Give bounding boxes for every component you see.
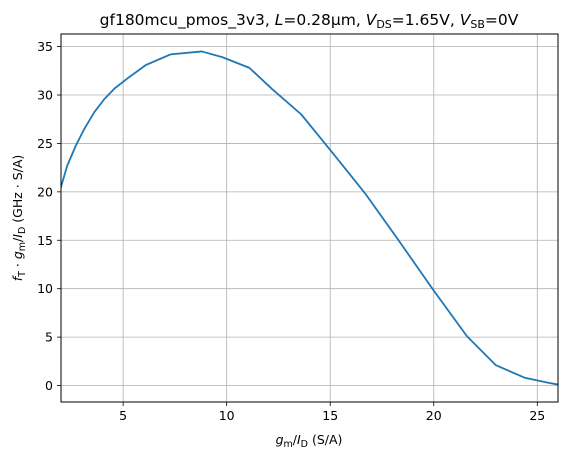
title-vsb-value: =0V — [485, 11, 519, 29]
series-layer — [61, 50, 558, 386]
xlabel-m-subscript: m — [284, 439, 293, 450]
ylabel-unit: (GHz · S/A) — [10, 155, 25, 227]
y-tick-label: 10 — [37, 281, 53, 296]
x-tick-label: 20 — [426, 408, 442, 423]
xlabel-slash: / — [293, 432, 298, 447]
ylabel-slash: / — [10, 237, 25, 242]
xlabel-g: g — [276, 432, 284, 447]
title-vds-subscript: DS — [376, 18, 391, 31]
ylabel-t-subscript: T — [17, 271, 28, 278]
y-tick-label: 30 — [37, 88, 53, 103]
ylabel-d-subscript: D — [17, 227, 28, 234]
chart-title: gf180mcu_pmos_3v3, L=0.28µm, VDS=1.65V, … — [100, 11, 519, 31]
y-tick-label: 25 — [37, 136, 53, 151]
title-device: gf180mcu_pmos_3v3, — [100, 11, 275, 30]
grid-lines — [61, 34, 558, 402]
y-tick-label: 20 — [37, 184, 53, 199]
xlabel-unit: (S/A) — [308, 432, 342, 447]
x-tick-label: 25 — [529, 408, 545, 423]
title-vsb-symbol: V — [460, 11, 472, 29]
title-vds-value: =1.65V, — [392, 11, 460, 29]
xlabel-d-subscript: D — [301, 439, 308, 450]
x-tick-label: 15 — [322, 408, 338, 423]
ylabel-i: I — [10, 234, 25, 238]
y-tick-label: 15 — [37, 233, 53, 248]
plot-area — [61, 34, 558, 402]
y-tick-label: 0 — [45, 378, 53, 393]
xlabel-i: I — [297, 432, 301, 447]
plot-frame — [60, 33, 559, 403]
y-axis-label: fT · gm/ID (GHz · S/A) — [10, 155, 28, 282]
series-line-0 — [61, 50, 558, 386]
y-tick-label: 35 — [37, 39, 53, 54]
ylabel-m-subscript: m — [17, 242, 28, 251]
y-tick-label: 5 — [45, 330, 53, 345]
x-axis-label: gm/ID (S/A) — [276, 432, 343, 450]
title-l-symbol: L — [275, 11, 284, 29]
title-l-value: =0.28µm, — [283, 11, 365, 29]
ylabel-f: f — [10, 275, 25, 281]
x-tick-label: 10 — [219, 408, 235, 423]
ylabel-g: g — [10, 251, 25, 259]
title-vds-symbol: V — [366, 11, 378, 29]
ylabel-dot: · — [10, 259, 25, 271]
x-tick-label: 5 — [119, 408, 127, 423]
axis-ticks: 5 10 15 20 25 0 5 10 15 20 25 30 35 — [37, 39, 545, 423]
title-vsb-subscript: SB — [470, 18, 485, 31]
